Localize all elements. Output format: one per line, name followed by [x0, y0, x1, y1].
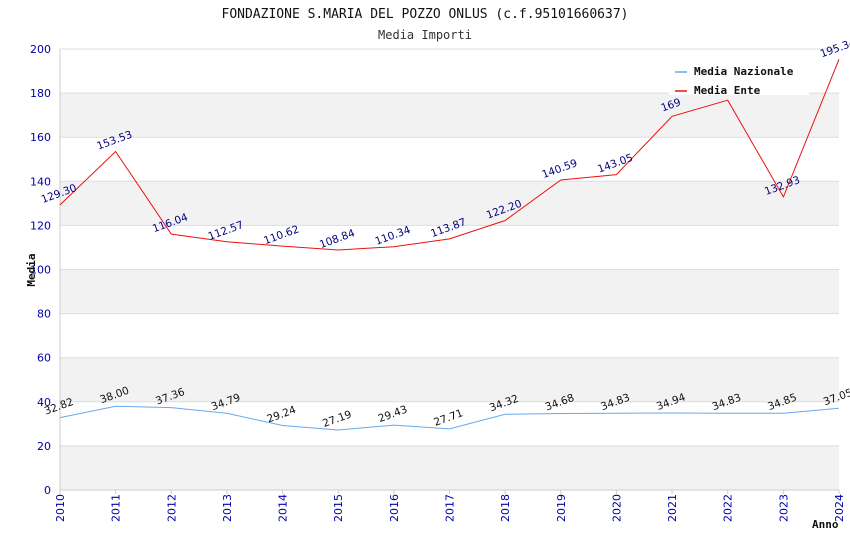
y-tick-label: 180 — [30, 87, 51, 100]
x-tick-label: 2015 — [332, 494, 345, 522]
y-tick-label: 80 — [37, 308, 51, 321]
data-label: 110.34 — [374, 224, 413, 248]
y-tick-label: 100 — [30, 264, 51, 277]
x-tick-label: 2010 — [54, 494, 67, 522]
grid-band — [60, 181, 839, 226]
x-axis-label: Anno — [812, 518, 839, 531]
grid-band — [60, 445, 839, 490]
x-tick-label: 2012 — [165, 494, 178, 522]
chart-title: FONDAZIONE S.MARIA DEL POZZO ONLUS (c.f.… — [222, 7, 629, 22]
data-label: 108.84 — [318, 227, 357, 251]
x-tick-label: 2013 — [221, 494, 234, 522]
series-lines — [59, 59, 840, 431]
x-tick-labels: 2010 2011 2012 2013 2014 2015 2016 2017 2018 2019… — [54, 490, 846, 522]
x-tick-label: 2016 — [388, 494, 401, 522]
legend-box — [669, 59, 809, 95]
x-tick-label: 2021 — [666, 494, 679, 522]
data-label: 140.59 — [540, 157, 579, 181]
legend-label-media-nazionale: Media Nazionale — [694, 65, 794, 78]
data-label: 143.05 — [596, 152, 635, 176]
legend-label-media-ente: Media Ente — [694, 84, 761, 97]
y-tick-label: 140 — [30, 175, 51, 188]
y-tick-label: 40 — [37, 396, 51, 409]
x-tick-label: 2023 — [777, 494, 790, 522]
chart-subtitle: Media Importi — [378, 28, 472, 42]
x-tick-label: 2020 — [610, 494, 623, 522]
y-tick-label: 200 — [30, 43, 51, 56]
grid-band — [60, 357, 839, 402]
x-tick-label: 2011 — [110, 494, 123, 522]
grid-lines — [60, 48, 839, 491]
x-tick-label: 2017 — [444, 494, 457, 522]
grid-bands — [60, 93, 839, 490]
x-tick-label: 2014 — [277, 494, 290, 522]
y-tick-label: 0 — [44, 484, 51, 497]
grid-band — [60, 93, 839, 138]
data-label: 27.71 — [432, 407, 464, 429]
legend: Media Nazionale Media Ente — [669, 59, 809, 97]
series-line-media-nazionale — [59, 405, 840, 431]
series-line-media-ente — [59, 59, 840, 251]
x-tick-label: 2019 — [555, 494, 568, 522]
y-tick-labels: 0 20 40 60 80 100 120 140 160 180 200 — [30, 43, 51, 497]
data-label: 195.34 — [819, 36, 850, 60]
x-tick-label: 2024 — [833, 494, 846, 522]
y-axis-label: Media — [25, 253, 38, 286]
data-label: 27.19 — [321, 408, 353, 430]
x-tick-label: 2018 — [499, 494, 512, 522]
y-tick-label: 60 — [37, 352, 51, 365]
y-tick-label: 20 — [37, 440, 51, 453]
x-tick-label: 2022 — [722, 494, 735, 522]
data-label: 29.24 — [265, 404, 298, 426]
data-label: 110.62 — [262, 223, 301, 247]
y-tick-label: 160 — [30, 131, 51, 144]
y-tick-label: 120 — [30, 219, 51, 232]
grid-band — [60, 269, 839, 314]
data-label: 29.43 — [377, 404, 409, 426]
